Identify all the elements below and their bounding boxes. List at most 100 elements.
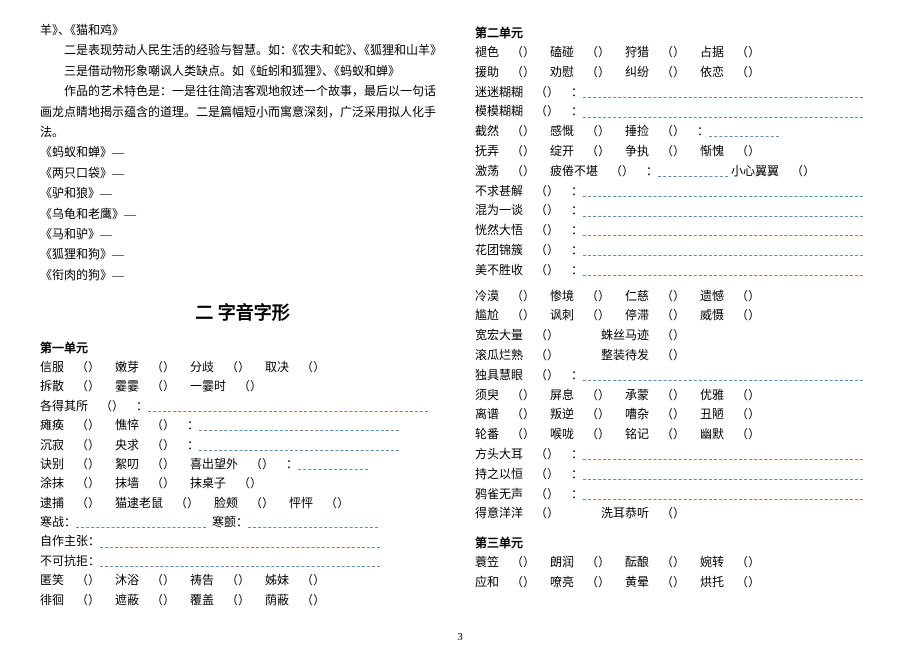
blank-paren xyxy=(523,485,571,505)
vocab-word: 一霎时 xyxy=(190,379,226,393)
blank-paren xyxy=(724,63,772,83)
blank-paren xyxy=(724,43,772,63)
unit1-title: 第一单元 xyxy=(40,339,445,356)
blank-underline xyxy=(100,538,380,548)
intro-line-1: 二是表现劳动人民生活的经验与智慧。如：《农夫和蛇》、《狐狸和山羊》 xyxy=(40,40,445,60)
blank-paren xyxy=(649,573,697,593)
blank-paren xyxy=(649,63,697,83)
blank-paren xyxy=(523,201,571,221)
vocab-word: 喜出望外 xyxy=(190,457,238,471)
vocab-word: 黄晕 xyxy=(625,575,649,589)
blank-paren xyxy=(574,306,622,326)
blank-paren xyxy=(139,416,187,435)
blank-paren xyxy=(64,436,112,455)
blank-paren xyxy=(139,377,187,396)
vocab-word: 离谱 xyxy=(475,407,499,421)
vocab-word: 抹桌子 xyxy=(190,476,226,490)
left-column: 羊》、《猫和鸡》 二是表现劳动人民生活的经验与智慧。如：《农夫和蛇》、《狐狸和山… xyxy=(40,20,445,610)
vocab-row: 自作主张： xyxy=(40,532,445,551)
blank-paren xyxy=(724,573,772,593)
vocab-row: 寒战： 寒颤： xyxy=(40,513,445,532)
blank-paren xyxy=(574,287,622,307)
vocab-word: 滚瓜烂熟 xyxy=(475,348,523,362)
vocab-word: 依恋 xyxy=(700,65,724,79)
vocab-word: 憔悴 xyxy=(115,418,139,432)
vocab-word: 寒颤 xyxy=(212,515,236,529)
vocab-word: 讽刺 xyxy=(550,308,574,322)
vocab-word: 丑陋 xyxy=(700,407,724,421)
vocab-word: 得意洋洋 xyxy=(475,506,523,520)
vocab-word: 停滞 xyxy=(625,308,649,322)
blank-underline xyxy=(583,450,863,460)
story-item: 《乌龟和老鹰》— xyxy=(40,204,445,224)
blank-paren xyxy=(64,571,112,590)
vocab-word: 模模糊糊 xyxy=(475,104,523,118)
vocab-word: 屏息 xyxy=(550,388,574,402)
blank-underline xyxy=(583,490,863,500)
intro-line-2: 三是借动物形象嘲讽人类缺点。如《蚯蚓和狐狸》、《蚂蚁和蝉》 xyxy=(40,61,445,81)
vocab-word: 方头大耳 xyxy=(475,447,523,461)
blank-paren xyxy=(214,358,262,377)
blank-paren xyxy=(724,425,772,445)
vocab-word: 央求 xyxy=(115,438,139,452)
vocab-word: 覆盖 xyxy=(190,593,214,607)
vocab-word: 匿笑 xyxy=(40,573,64,587)
blank-paren xyxy=(649,287,697,307)
vocab-word: 洗耳恭听 xyxy=(601,506,649,520)
vocab-word: 抚弄 xyxy=(475,144,499,158)
blank-paren xyxy=(499,425,547,445)
blank-paren xyxy=(724,287,772,307)
story-item: 《衔肉的狗》— xyxy=(40,265,445,285)
vocab-word: 叛逆 xyxy=(550,407,574,421)
blank-paren xyxy=(649,122,697,142)
vocab-row: 宽宏大量 蛛丝马迹 xyxy=(475,326,880,346)
vocab-word: 徘徊 xyxy=(40,593,64,607)
blank-underline xyxy=(100,557,380,567)
vocab-word: 拆散 xyxy=(40,379,64,393)
vocab-word: 瘫痪 xyxy=(40,418,64,432)
vocab-word: 蛛丝马迹 xyxy=(601,328,649,342)
blank-underline xyxy=(709,127,779,137)
blank-underline xyxy=(583,207,863,217)
blank-paren xyxy=(499,63,547,83)
blank-paren xyxy=(499,306,547,326)
vocab-word: 絮叨 xyxy=(115,457,139,471)
vocab-row: 尴尬 讽刺 停滞 威慑 xyxy=(475,306,880,326)
vocab-word: 感慨 xyxy=(550,124,574,138)
vocab-row: 持之以恒： xyxy=(475,465,880,485)
blank-paren xyxy=(64,377,112,396)
blank-paren xyxy=(499,386,547,406)
vocab-row: 逮捕 猫逮老鼠 脸颊 怦怦 xyxy=(40,494,445,513)
vocab-word: 铭记 xyxy=(625,427,649,441)
vocab-word: 脸颊 xyxy=(214,496,238,510)
vocab-row: 美不胜收： xyxy=(475,261,880,281)
blank-underline xyxy=(148,402,428,412)
vocab-word: 劝慰 xyxy=(550,65,574,79)
vocab-word: 逮捕 xyxy=(40,496,64,510)
blank-paren xyxy=(139,474,187,493)
blank-paren xyxy=(64,494,112,513)
blank-paren xyxy=(574,553,622,573)
blank-paren xyxy=(574,425,622,445)
vocab-word: 花团锦簇 xyxy=(475,243,523,257)
blank-paren xyxy=(574,405,622,425)
blank-paren xyxy=(88,397,136,416)
blank-paren xyxy=(499,405,547,425)
blank-paren xyxy=(724,386,772,406)
vocab-word: 威慑 xyxy=(700,308,724,322)
vocab-word: 嘈杂 xyxy=(625,407,649,421)
story-item: 《马和驴》— xyxy=(40,224,445,244)
vocab-word: 不求甚解 xyxy=(475,184,523,198)
vocab-word: 鸦雀无声 xyxy=(475,487,523,501)
vocab-word: 捶捡 xyxy=(625,124,649,138)
vocab-row: 恍然大悟： xyxy=(475,221,880,241)
vocab-word: 美不胜收 xyxy=(475,263,523,277)
blank-paren xyxy=(238,494,286,513)
blank-paren xyxy=(649,386,697,406)
blank-paren xyxy=(163,494,211,513)
vocab-row: 信服 嫩芽 分歧 取决 xyxy=(40,358,445,377)
story-item: 《蚂蚁和蝉》— xyxy=(40,142,445,162)
blank-paren xyxy=(139,436,187,455)
vocab-row: 应和 嘹亮 黄晕 烘托 xyxy=(475,573,880,593)
blank-paren xyxy=(649,425,697,445)
